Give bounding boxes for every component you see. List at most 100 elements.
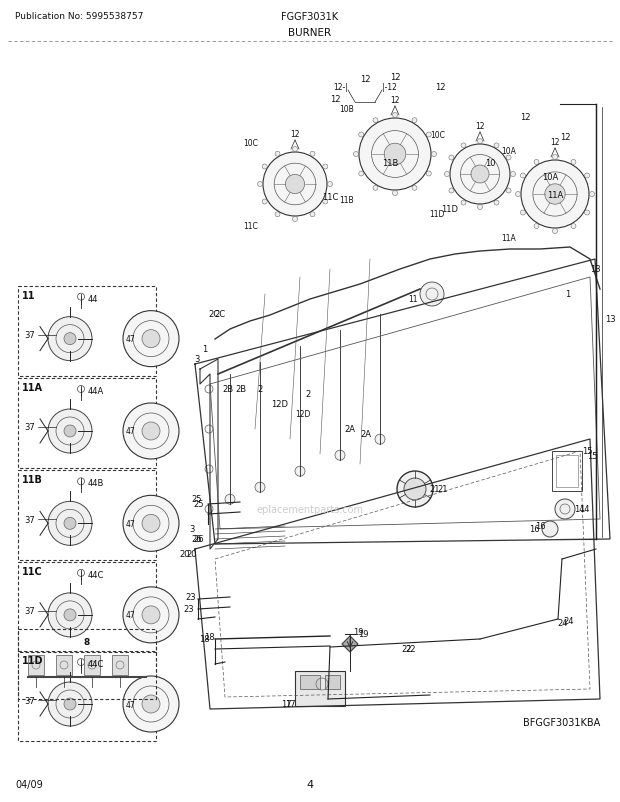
- Text: 1: 1: [202, 345, 208, 354]
- Text: 47: 47: [125, 427, 135, 436]
- Circle shape: [323, 200, 328, 205]
- Text: 11B: 11B: [382, 158, 398, 168]
- Circle shape: [571, 225, 576, 229]
- Text: 3: 3: [194, 355, 200, 364]
- Text: 47: 47: [125, 699, 135, 709]
- Circle shape: [384, 144, 406, 165]
- Text: 21: 21: [430, 485, 440, 494]
- Text: Publication No: 5995538757: Publication No: 5995538757: [15, 12, 143, 21]
- Circle shape: [142, 515, 160, 533]
- Bar: [556, 456, 578, 488]
- Text: 25: 25: [193, 500, 204, 508]
- Circle shape: [123, 403, 179, 460]
- Text: 17: 17: [285, 699, 295, 709]
- Text: 26: 26: [193, 535, 204, 544]
- Circle shape: [412, 119, 417, 124]
- Text: 11C: 11C: [22, 566, 43, 576]
- Bar: [28, 655, 44, 675]
- Text: 47: 47: [125, 334, 135, 344]
- Circle shape: [420, 282, 444, 306]
- Text: 21: 21: [437, 485, 448, 494]
- Text: 8: 8: [84, 638, 90, 646]
- Text: 15: 15: [587, 452, 598, 460]
- Text: 12: 12: [290, 130, 299, 139]
- Text: 23: 23: [185, 593, 197, 602]
- Text: 12: 12: [550, 138, 560, 147]
- Bar: [18, 651, 156, 741]
- Text: 20: 20: [180, 550, 190, 559]
- Circle shape: [404, 479, 426, 500]
- Text: 14: 14: [579, 505, 590, 514]
- Text: 2: 2: [305, 390, 310, 399]
- Text: 04/09: 04/09: [15, 779, 43, 789]
- Text: 12: 12: [435, 83, 445, 92]
- Circle shape: [432, 152, 436, 157]
- Text: 37: 37: [24, 330, 35, 340]
- Text: 11A: 11A: [547, 190, 563, 199]
- Text: 47: 47: [125, 519, 135, 529]
- Text: 10B: 10B: [339, 105, 354, 114]
- Text: 2A: 2A: [360, 430, 371, 439]
- Text: 16: 16: [534, 522, 546, 531]
- Circle shape: [552, 156, 557, 160]
- Bar: [18, 630, 156, 699]
- Text: 11D: 11D: [430, 210, 445, 219]
- Text: FGGF3031K: FGGF3031K: [281, 12, 339, 22]
- Circle shape: [521, 160, 589, 229]
- Text: 24: 24: [563, 617, 574, 626]
- Bar: [295, 671, 345, 706]
- Bar: [18, 562, 156, 652]
- Text: 18: 18: [204, 633, 215, 642]
- Circle shape: [412, 186, 417, 191]
- Text: 11B: 11B: [339, 196, 354, 205]
- Circle shape: [142, 423, 160, 440]
- Circle shape: [335, 451, 345, 460]
- Circle shape: [510, 172, 515, 177]
- Circle shape: [123, 587, 179, 643]
- Polygon shape: [342, 636, 358, 652]
- Text: 11A: 11A: [22, 383, 43, 392]
- Text: 10C: 10C: [243, 139, 258, 148]
- Text: BURNER: BURNER: [288, 28, 332, 38]
- Bar: [300, 675, 320, 689]
- Circle shape: [293, 148, 298, 152]
- Text: 12D: 12D: [272, 400, 288, 409]
- Circle shape: [461, 144, 466, 148]
- Text: 10A: 10A: [501, 147, 516, 156]
- Text: 3: 3: [190, 525, 195, 534]
- Circle shape: [275, 213, 280, 217]
- Text: 37: 37: [24, 423, 35, 432]
- Bar: [18, 471, 156, 561]
- Circle shape: [449, 188, 454, 194]
- Text: 24: 24: [558, 618, 569, 628]
- Text: 11: 11: [409, 295, 418, 304]
- Text: 11C: 11C: [243, 221, 258, 231]
- Circle shape: [427, 133, 432, 138]
- Text: 19: 19: [358, 630, 368, 638]
- Text: 11B: 11B: [22, 475, 43, 484]
- Text: 17: 17: [281, 699, 292, 709]
- Bar: [18, 286, 156, 376]
- Circle shape: [585, 174, 590, 179]
- Text: 44: 44: [88, 294, 99, 303]
- Circle shape: [506, 188, 511, 194]
- Circle shape: [534, 160, 539, 165]
- Text: 23: 23: [184, 605, 194, 614]
- Bar: [552, 452, 582, 492]
- Circle shape: [310, 213, 315, 217]
- Circle shape: [123, 676, 179, 732]
- Text: 16: 16: [529, 525, 540, 534]
- Text: 25: 25: [192, 495, 202, 504]
- Circle shape: [48, 502, 92, 545]
- Text: |-12: |-12: [382, 83, 397, 92]
- Circle shape: [585, 211, 590, 216]
- Circle shape: [263, 153, 327, 217]
- Text: 10C: 10C: [430, 131, 445, 140]
- Bar: [84, 655, 100, 675]
- Circle shape: [449, 156, 454, 160]
- Circle shape: [471, 166, 489, 184]
- Circle shape: [257, 182, 262, 187]
- Text: 12: 12: [360, 75, 370, 84]
- Text: 44B: 44B: [88, 479, 104, 488]
- Text: 19: 19: [353, 628, 363, 637]
